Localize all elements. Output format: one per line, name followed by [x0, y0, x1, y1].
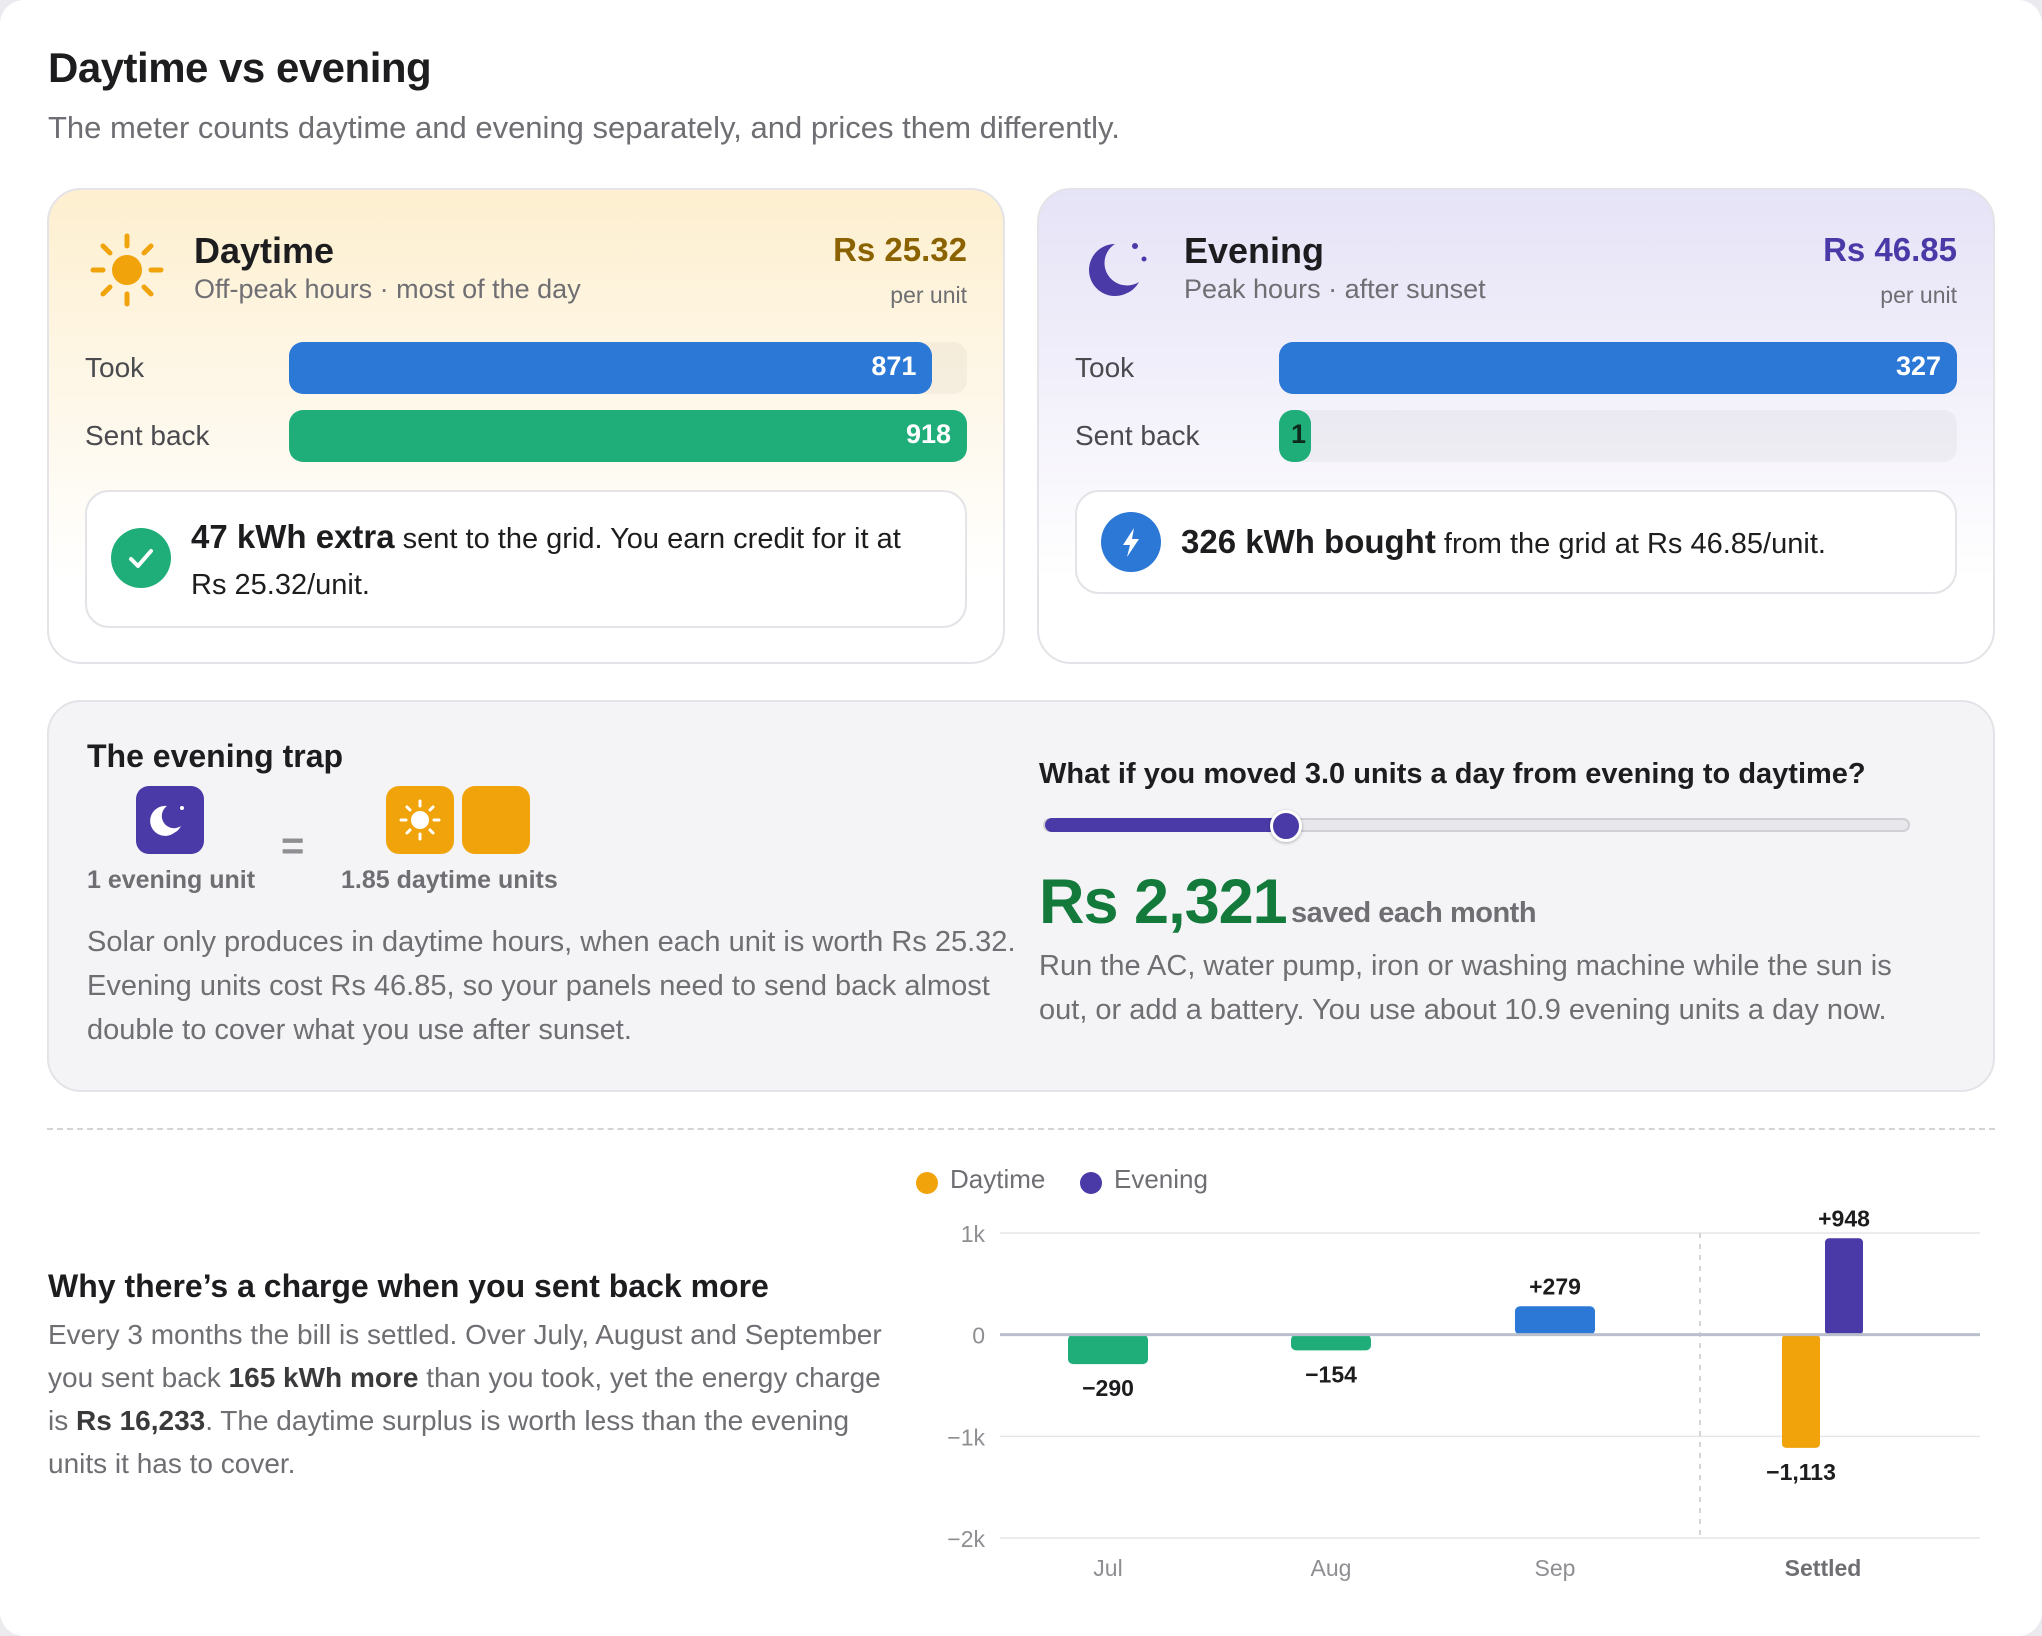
bar-aug [1291, 1334, 1371, 1351]
equals-sign: = [281, 824, 305, 868]
y-tick-label: 1k [961, 1221, 986, 1247]
daytime-took-label: Took [85, 352, 145, 383]
settlement-explanation: Every 3 months the bill is settled. Over… [48, 1313, 888, 1485]
section-divider [47, 1128, 1995, 1130]
daytime-unit-tile-partial [462, 786, 530, 854]
daytime-price: Rs 25.32 [833, 231, 967, 268]
evening-took-track: 327 [1279, 342, 1957, 394]
sun-icon [399, 799, 441, 841]
page-title: Daytime vs evening [48, 44, 432, 91]
legend-label-daytime: Daytime [950, 1164, 1046, 1194]
x-tick-jul: Jul [1093, 1555, 1122, 1581]
evening-unit-tile [136, 786, 204, 854]
legend-swatch-evening [1080, 1172, 1102, 1194]
daytime-units-label: 1.85 daytime units [341, 866, 558, 894]
daytime-sent-track: 918 [289, 410, 967, 462]
shift-units-slider[interactable] [1043, 818, 1910, 832]
trap-explanation: Solar only produces in daytime hours, wh… [87, 926, 1016, 1046]
moon-icon [1089, 243, 1147, 296]
evening-took-label: Took [1075, 352, 1135, 383]
daytime-surplus-note: 47 kWh extra sent to the grid. You earn … [85, 490, 967, 628]
bolt-icon [1123, 528, 1139, 557]
data-label-jul: −290 [1082, 1375, 1134, 1401]
evening-note-bold: 326 kWh bought [1181, 523, 1436, 560]
x-tick-sep: Sep [1535, 1555, 1576, 1581]
slider-fill [1045, 818, 1288, 832]
evening-note-rest: from the grid at Rs 46.85/unit. [1435, 528, 1826, 560]
daytime-note-bold: 47 kWh extra [191, 518, 395, 555]
daytime-price-unit: per unit [890, 282, 967, 308]
bar-sep [1515, 1306, 1595, 1335]
check-icon [129, 549, 153, 568]
whatif-question: What if you moved 3.0 units a day from e… [1039, 758, 1866, 790]
y-tick-label: −1k [947, 1424, 985, 1450]
evening-note-text: 326 kWh bought from the grid at Rs 46.85… [1181, 519, 1931, 567]
evening-took-bar: 327 [1279, 342, 1957, 394]
daytime-unit-tile [386, 786, 454, 854]
daytime-took-track: 871 [289, 342, 967, 394]
settled-label-daytime: −1,113 [1766, 1459, 1836, 1485]
evening-trap-panel: The evening trap 1 evening unit = 1.85 d… [47, 700, 1995, 1092]
trap-title: The evening trap [87, 738, 344, 774]
y-tick-label: 0 [972, 1323, 985, 1349]
evening-price: Rs 46.85 [1823, 231, 1957, 268]
settled-bar-daytime [1782, 1334, 1820, 1448]
bar-jul [1068, 1334, 1148, 1365]
daytime-note-rest: sent to the grid. You earn credit for it… [191, 523, 901, 601]
evening-took-value: 327 [1895, 351, 1941, 381]
monthly-saving-label: saved each month [1291, 897, 1537, 929]
whatif-explanation: Run the AC, water pump, iron or washing … [1039, 950, 1892, 1026]
evening-card: Evening Peak hours · after sunset Rs 46.… [1037, 188, 1995, 664]
settlement-text-1: Every 3 months the bill is settled. Over… [48, 1319, 882, 1393]
settlement-text-2: than you took, yet the energy charge is [48, 1362, 881, 1436]
settlement-title: Why there’s a charge when you sent back … [48, 1268, 769, 1304]
daytime-title: Daytime [194, 230, 335, 271]
settlement-surplus: 165 kWh more [228, 1362, 419, 1393]
evening-title: Evening [1184, 230, 1325, 271]
settled-bar-evening [1825, 1238, 1863, 1335]
daytime-sent-value: 918 [905, 419, 951, 449]
data-label-sep: +279 [1529, 1273, 1581, 1299]
daytime-sent-bar: 918 [289, 410, 967, 462]
check-badge [111, 528, 171, 588]
daytime-note-text: 47 kWh extra sent to the grid. You earn … [191, 514, 941, 608]
evening-sent-label: Sent back [1075, 420, 1200, 451]
evening-sent-bar: 1 [1279, 410, 1311, 462]
evening-unit-label: 1 evening unit [87, 866, 256, 894]
evening-sent-track: 1 [1279, 410, 1957, 462]
settled-label-evening: +948 [1818, 1205, 1870, 1231]
bolt-badge [1101, 512, 1161, 572]
evening-subtitle: Peak hours · after sunset [1184, 274, 1486, 304]
data-label-aug: −154 [1305, 1361, 1357, 1387]
slider-thumb[interactable] [1269, 810, 1302, 842]
legend-label-evening: Evening [1114, 1164, 1208, 1194]
monthly-saving-amount: Rs 2,321 [1039, 867, 1288, 937]
x-tick-aug: Aug [1311, 1555, 1352, 1581]
page-subtitle: The meter counts daytime and evening sep… [48, 110, 1120, 145]
evening-price-unit: per unit [1880, 282, 1957, 308]
daytime-took-value: 871 [871, 351, 917, 381]
settlement-charge: Rs 16,233 [76, 1405, 206, 1436]
moon-icon [150, 805, 184, 836]
daytime-subtitle: Off-peak hours · most of the day [194, 274, 581, 304]
evening-sent-value: 1 [1291, 419, 1307, 449]
y-tick-label: −2k [947, 1526, 985, 1552]
settlement-text-3: . The daytime surplus is worth less than… [48, 1405, 850, 1479]
sun-icon [90, 233, 164, 307]
evening-bought-note: 326 kWh bought from the grid at Rs 46.85… [1075, 490, 1957, 594]
legend-swatch-daytime [916, 1172, 938, 1194]
daytime-card: Daytime Off-peak hours · most of the day… [47, 188, 1005, 664]
daytime-took-bar: 871 [289, 342, 933, 394]
daytime-sent-label: Sent back [85, 420, 210, 451]
x-tick-settled: Settled [1785, 1555, 1862, 1581]
